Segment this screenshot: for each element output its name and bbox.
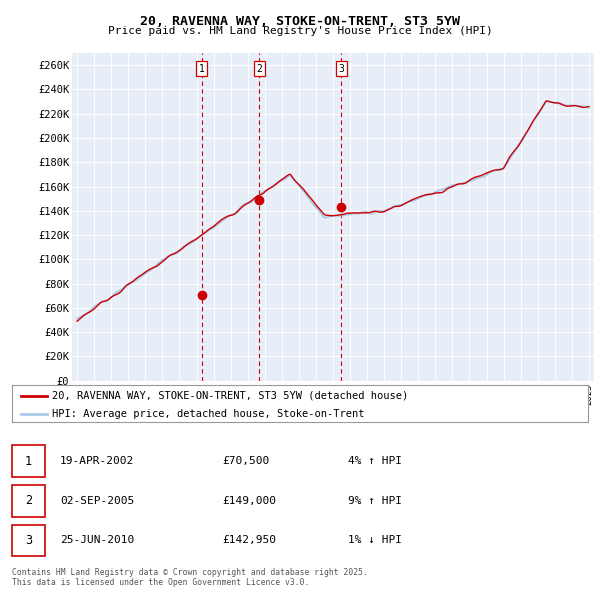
Text: £149,000: £149,000 — [222, 496, 276, 506]
Text: 2: 2 — [25, 494, 32, 507]
Text: Contains HM Land Registry data © Crown copyright and database right 2025.
This d: Contains HM Land Registry data © Crown c… — [12, 568, 368, 587]
Text: 1: 1 — [199, 64, 205, 74]
Text: 2: 2 — [256, 64, 262, 74]
Text: 4% ↑ HPI: 4% ↑ HPI — [348, 457, 402, 466]
Text: 02-SEP-2005: 02-SEP-2005 — [60, 496, 134, 506]
Text: 1% ↓ HPI: 1% ↓ HPI — [348, 536, 402, 545]
Text: 1: 1 — [25, 455, 32, 468]
Text: 25-JUN-2010: 25-JUN-2010 — [60, 536, 134, 545]
Text: 19-APR-2002: 19-APR-2002 — [60, 457, 134, 466]
Text: 3: 3 — [25, 534, 32, 547]
Text: 9% ↑ HPI: 9% ↑ HPI — [348, 496, 402, 506]
Text: 20, RAVENNA WAY, STOKE-ON-TRENT, ST3 5YW (detached house): 20, RAVENNA WAY, STOKE-ON-TRENT, ST3 5YW… — [52, 391, 409, 401]
Text: 20, RAVENNA WAY, STOKE-ON-TRENT, ST3 5YW: 20, RAVENNA WAY, STOKE-ON-TRENT, ST3 5YW — [140, 15, 460, 28]
Text: HPI: Average price, detached house, Stoke-on-Trent: HPI: Average price, detached house, Stok… — [52, 409, 365, 419]
Text: £70,500: £70,500 — [222, 457, 269, 466]
Text: 3: 3 — [338, 64, 344, 74]
Text: £142,950: £142,950 — [222, 536, 276, 545]
Text: Price paid vs. HM Land Registry's House Price Index (HPI): Price paid vs. HM Land Registry's House … — [107, 26, 493, 36]
